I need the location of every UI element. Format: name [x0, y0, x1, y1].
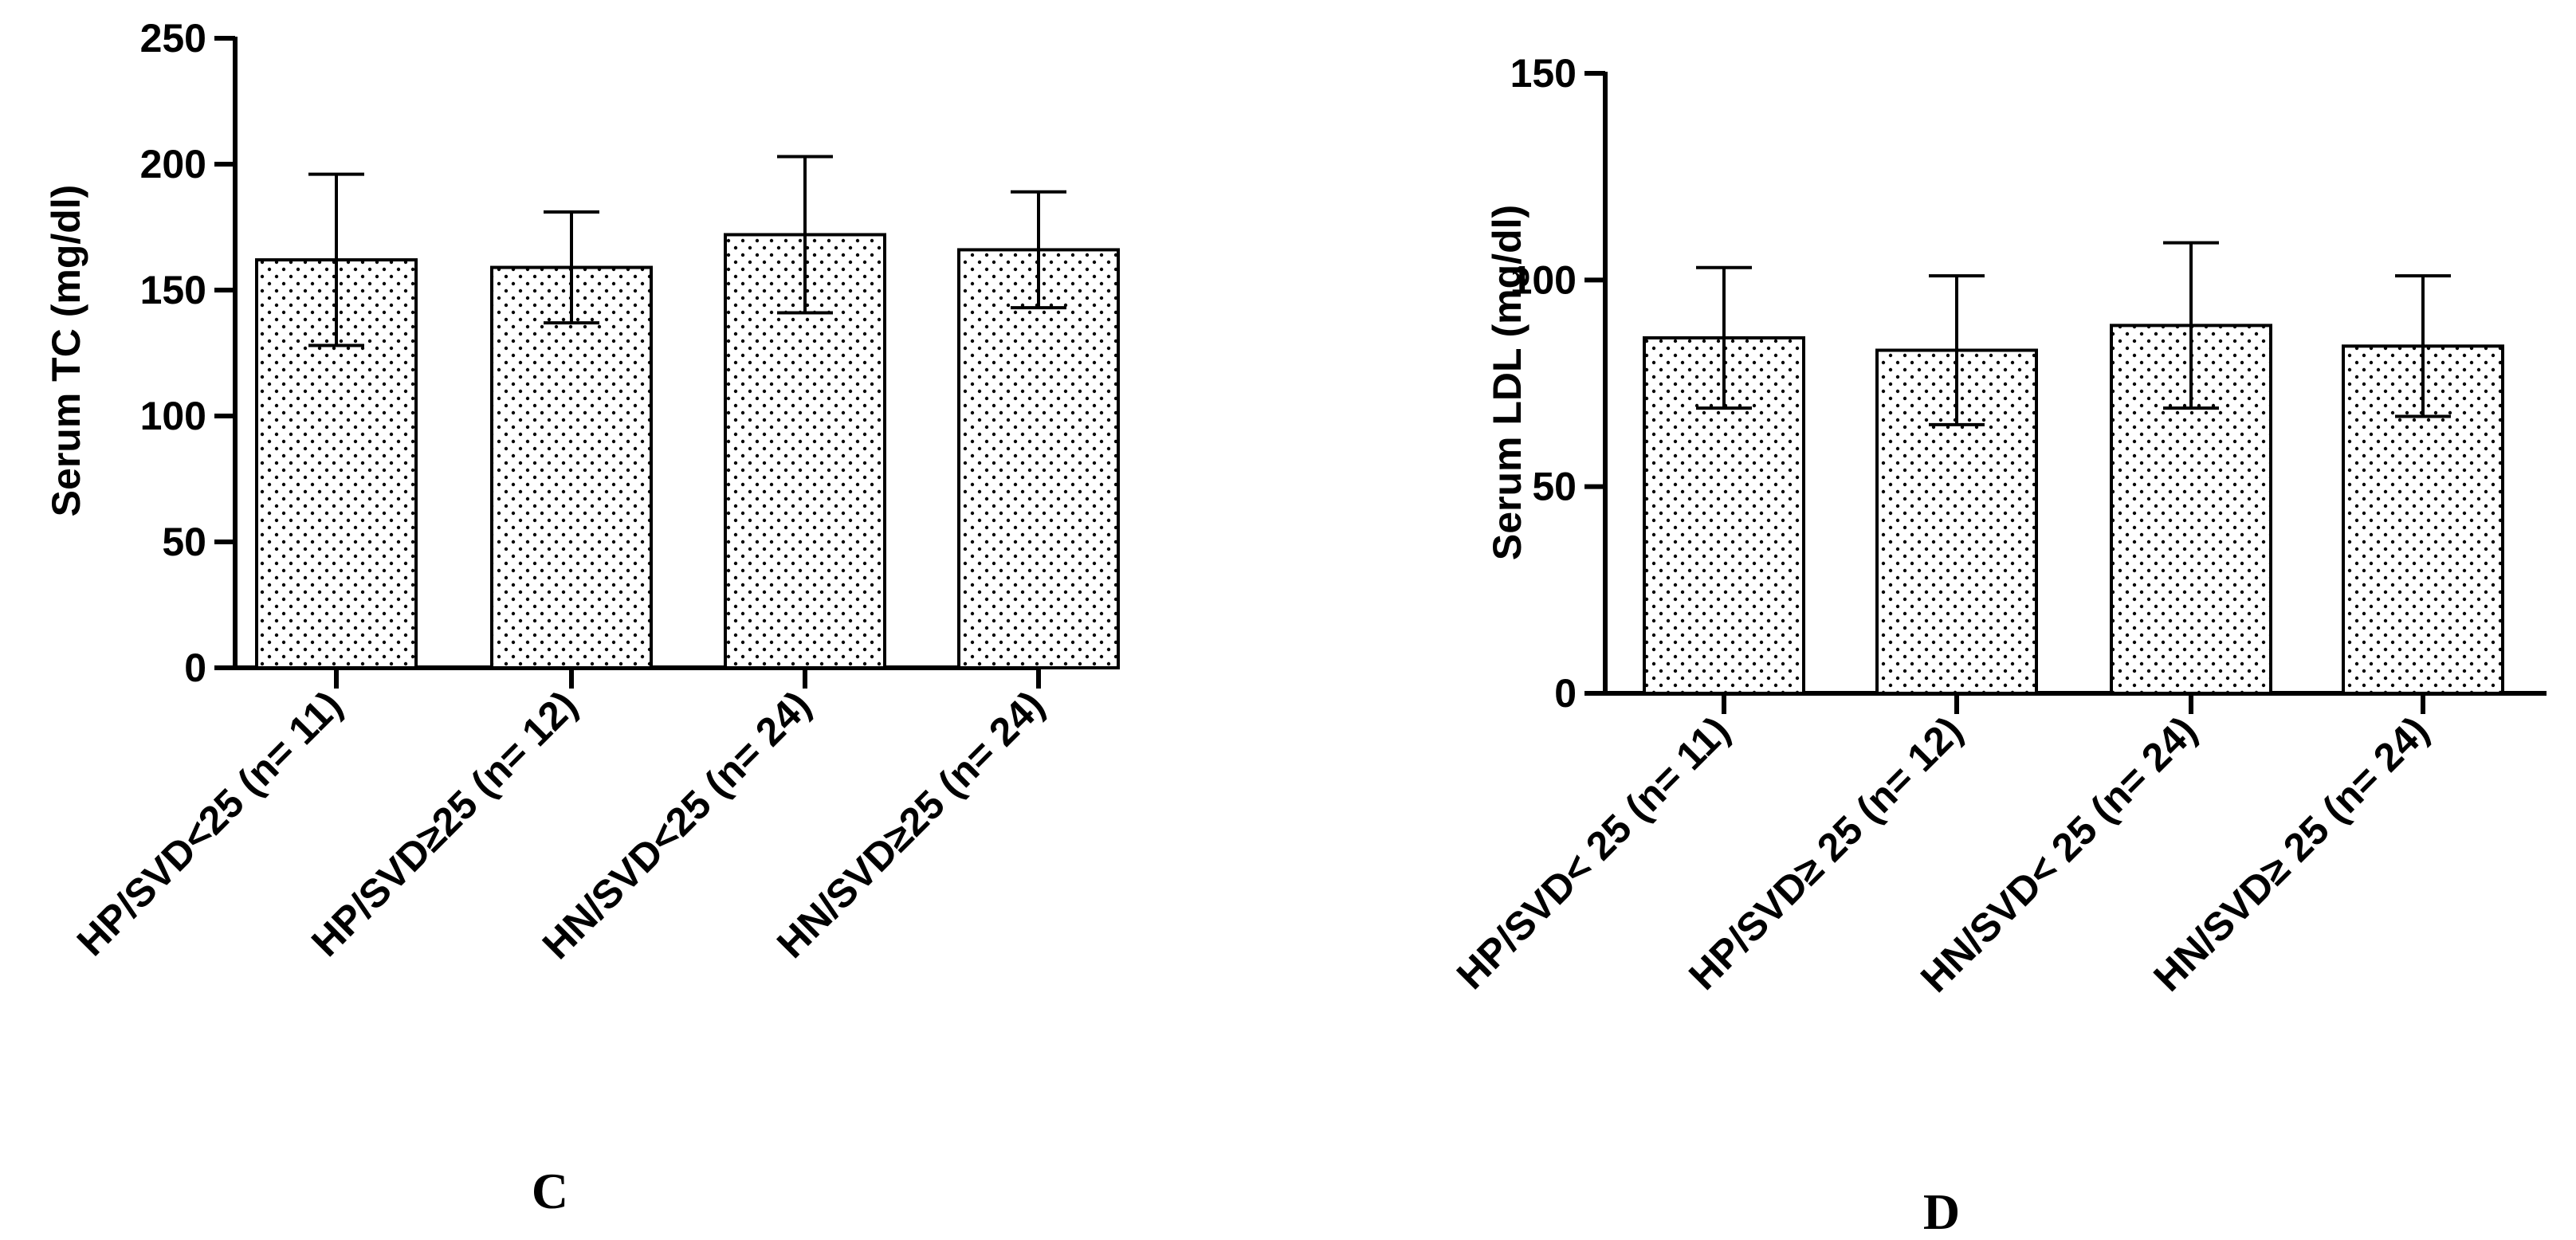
chart-d-panel-label: D: [1923, 1183, 1960, 1240]
chart-c-y-tick-label: 0: [184, 646, 206, 690]
chart-panel-c: 0 50 100 150 200 250 HP/SVD<25 (n= 11)HP/SVD≥2…: [44, 16, 1120, 1219]
chart-c-y-tick-label: 100: [140, 394, 206, 438]
chart-c-category-label: HP/SVD≥25 (n= 12): [303, 682, 586, 965]
chart-c-category-label: HP/SVD<25 (n= 11): [69, 682, 351, 964]
chart-d-ylabel: Serum LDL (mg/dl): [1485, 205, 1530, 560]
chart-c-ylabel: Serum TC (mg/dl): [44, 185, 88, 517]
chart-d-y-tick-label: 0: [1554, 671, 1577, 716]
chart-d-y-tick-label: 50: [1532, 465, 1577, 509]
chart-c-bar: [490, 265, 653, 669]
chart-c-marks: 0 50 100 150 200 250 HP/SVD<25 (n= 11)HP/SVD≥2…: [69, 16, 1120, 967]
chart-c-bar: [957, 248, 1120, 669]
chart-c-y-tick-label: 250: [140, 16, 206, 61]
chart-d-y-tick-label: 100: [1510, 257, 1577, 302]
chart-c-category-label: HN/SVD≥25 (n= 24): [768, 682, 1053, 967]
chart-c-y-tick-label: 150: [140, 268, 206, 312]
chart-c-category-label: HN/SVD<25 (n= 24): [534, 682, 819, 967]
chart-d-y-tick-label: 150: [1510, 51, 1577, 96]
chart-c-panel-label: C: [532, 1163, 568, 1219]
chart-c-y-tick-label: 50: [162, 520, 206, 564]
chart-c-y-tick-label: 200: [140, 142, 206, 186]
